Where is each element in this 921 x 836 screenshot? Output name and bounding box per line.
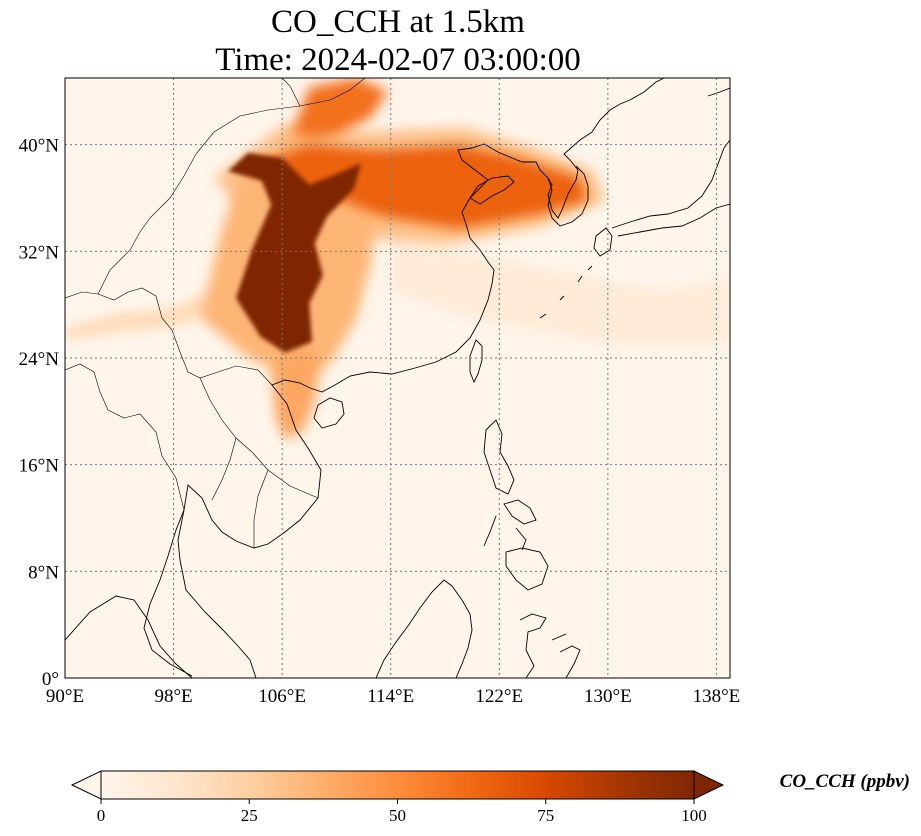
coastline-korea [547,165,589,227]
coastline-luzon [483,419,515,495]
lat-tick-label: 0° [42,669,59,690]
colorbar-tick-label: 0 [97,806,106,825]
lon-tick-label: 98°E [154,686,192,707]
borders [65,78,366,548]
coastline-japan-kyushu [593,227,613,257]
gridlines [65,78,730,678]
plume-vietnam-tongue [271,344,321,441]
lon-tick-label: 122°E [475,686,523,707]
coastline-new-guinea [559,645,581,678]
plume-tibet-ribbon [65,291,222,340]
longitude-tick-labels: 90°E 98°E 106°E 114°E 122°E 130°E 138°E [46,686,740,707]
colorbar-ticks: 0 25 50 75 100 [97,799,707,825]
colorbar-tick-label: 50 [389,806,406,825]
map-title-line-2: Time: 2024-02-07 03:00:00 [215,42,581,78]
coastlines-and-borders [65,78,730,678]
lon-tick-label: 106°E [258,686,306,707]
colorbar-extend-max [693,770,725,800]
plume-inner-mongolia-plume [293,78,388,138]
coastline-shandong [469,175,515,205]
lat-tick-label: 8°N [28,562,59,583]
colorbar-gradient [100,770,695,800]
coastline-mainland [177,78,665,678]
coastline-visayas [483,499,537,551]
coastline-japan-hokkaido [707,87,730,97]
latitude-tick-labels: 0° 8°N 16°N 24°N 32°N 40°N [19,136,60,690]
lon-tick-label: 130°E [584,686,632,707]
lon-tick-label: 138°E [693,686,741,707]
plume-sichuan-basin-core [227,152,361,353]
coastline-sulawesi [519,613,567,678]
map-frame [64,77,731,679]
colorbar-tick-label: 100 [681,806,707,825]
lon-tick-label: 90°E [46,686,84,707]
colorbar: 0 25 50 75 100 CO_CCH (ppbv) [70,770,910,825]
lat-tick-label: 24°N [19,349,60,370]
coastline-sumatra [65,595,193,678]
colorbar-tick-label: 75 [537,806,554,825]
lat-tick-label: 40°N [19,136,60,157]
concentration-field [65,78,730,441]
coastline-taiwan [469,339,483,384]
colorbar-extend-min [70,770,102,800]
colorbar-label: CO_CCH (ppbv) [780,771,910,792]
plume-pacific-haze [390,238,730,345]
plume-north-china-band [255,144,588,229]
lat-tick-label: 16°N [19,456,60,477]
coastline-ryukyu [539,265,593,319]
coastline-borneo [375,579,473,678]
lon-tick-label: 114°E [367,686,414,707]
map-title-line-1: CO_CCH at 1.5km [271,4,525,40]
coastline-hainan [313,397,345,429]
colorbar-tick-label: 25 [241,806,258,825]
lat-tick-label: 32°N [19,242,60,263]
coastline-mindanao [505,547,549,591]
